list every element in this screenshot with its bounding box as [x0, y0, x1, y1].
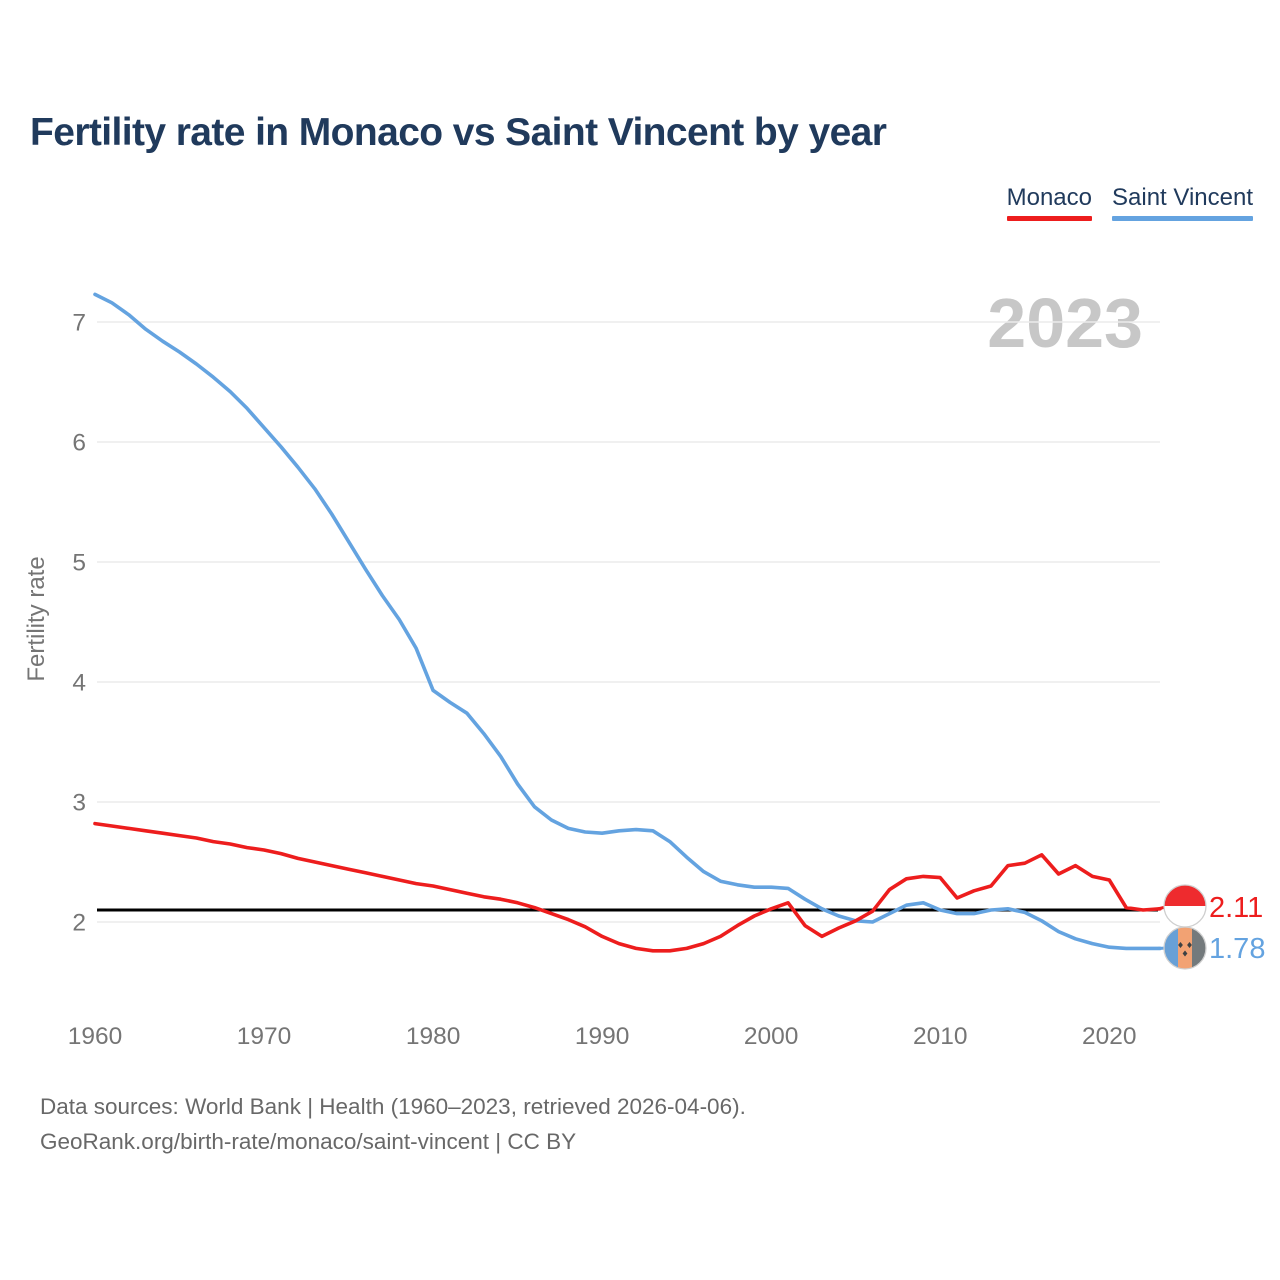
monaco-value-label: 2.11: [1209, 892, 1263, 924]
attribution-line: GeoRank.org/birth-rate/monaco/saint-vinc…: [40, 1129, 577, 1154]
x-tick-label: 2010: [913, 1023, 968, 1050]
legend-item-monaco[interactable]: Monaco: [1006, 184, 1092, 221]
legend-underline-monaco: [1006, 216, 1092, 221]
x-tick-label: 1970: [237, 1023, 292, 1050]
y-tick-label: 7: [72, 310, 86, 337]
monaco-line[interactable]: [93, 821, 1162, 953]
saint-vincent-line[interactable]: [93, 292, 1162, 951]
data-sources-line: Data sources: World Bank | Health (1960–…: [40, 1094, 746, 1119]
y-tick-label: 5: [72, 550, 86, 577]
monaco-flag-icon: [1163, 884, 1207, 928]
legend-label-saint-vincent: Saint Vincent: [1112, 184, 1253, 211]
saint-vincent-value-label: 1.78: [1209, 933, 1265, 965]
x-tick-label: 2020: [1082, 1023, 1137, 1050]
footer: Data sources: World Bank | Health (1960–…: [40, 1089, 746, 1159]
x-tick-label: 2000: [744, 1023, 799, 1050]
watermark-year: 2023: [987, 284, 1143, 362]
y-tick-label: 6: [72, 430, 86, 457]
legend-label-monaco: Monaco: [1006, 184, 1092, 211]
saint-vincent-flag-icon: [1163, 926, 1207, 970]
page-title: Fertility rate in Monaco vs Saint Vincen…: [30, 111, 887, 154]
y-tick-label: 4: [72, 670, 86, 697]
x-tick-label: 1980: [406, 1023, 461, 1050]
legend-underline-saint-vincent: [1112, 216, 1253, 221]
x-tick-label: 1960: [68, 1023, 123, 1050]
y-tick-label: 3: [72, 790, 86, 817]
y-tick-label: 2: [72, 910, 86, 937]
x-tick-label: 1990: [575, 1023, 630, 1050]
y-axis-title: Fertility rate: [23, 556, 50, 681]
legend: Monaco Saint Vincent: [1006, 184, 1253, 221]
legend-item-saint-vincent[interactable]: Saint Vincent: [1112, 184, 1253, 221]
